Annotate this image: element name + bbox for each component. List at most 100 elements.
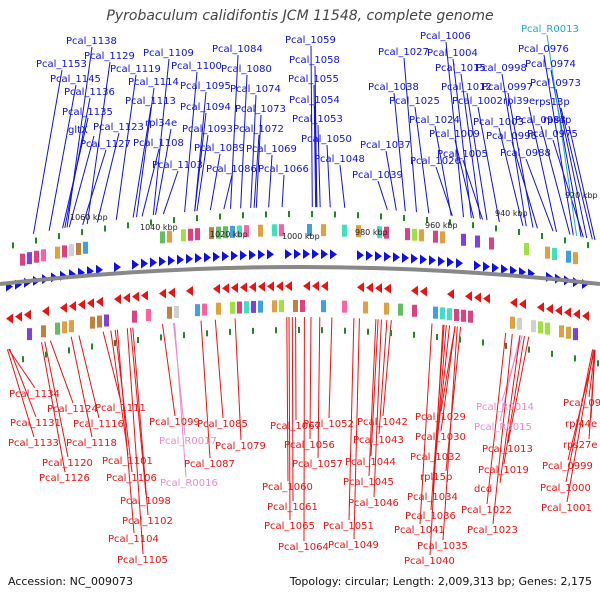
leader-line: [162, 170, 179, 215]
leader-line: [240, 74, 248, 209]
leader-line: [8, 348, 36, 389]
gene-label-pcal_1050: Pcal_1050: [301, 134, 352, 145]
cog-block-forward: [167, 230, 172, 243]
gene-label-pcal_1069: Pcal_1069: [246, 144, 297, 155]
tick-mark: [551, 350, 553, 357]
cog-block-forward: [377, 226, 382, 239]
leader-line: [460, 73, 481, 220]
leader-line: [32, 69, 63, 234]
leader-line: [507, 336, 530, 444]
leader-line: [314, 105, 318, 208]
gene-label-pcal_r0013: Pcal_R0013: [521, 24, 579, 35]
leader-line: [48, 84, 77, 231]
gene-label-pcal_1058: Pcal_1058: [289, 55, 340, 66]
tick-mark: [68, 347, 70, 354]
gene-label-pcal_1138: Pcal_1138: [66, 36, 117, 47]
reverse-gene-arrow: [582, 311, 589, 322]
reverse-gene-arrow: [537, 302, 544, 313]
leader-line: [348, 318, 355, 521]
reverse-gene-arrow: [546, 303, 553, 314]
kbp-scale: 1060 kbp 1040 kbp 1020 kbp 1000 kbp 980 kbp 9…: [70, 191, 598, 241]
leader-line: [78, 335, 100, 419]
leader-line: [499, 335, 521, 422]
leader-line: [174, 322, 187, 478]
gene-label-pcal_1153: Pcal_1153: [36, 59, 87, 70]
gene-label-pcal_0974: Pcal_0974: [525, 59, 576, 70]
tick-mark: [104, 225, 106, 232]
cog-block-reverse: [97, 315, 102, 328]
leader-line: [326, 144, 331, 208]
cog-block-forward: [419, 229, 424, 242]
gene-label-pcal_1022: Pcal_1022: [461, 505, 512, 516]
reverse-gene-arrow: [366, 282, 373, 293]
reverse-gene-arrow: [123, 292, 130, 303]
reverse-gene-arrow: [384, 283, 391, 294]
tick-mark: [127, 222, 129, 229]
gene-label-pcal_1038: Pcal_1038: [368, 82, 419, 93]
gene-label-rpl34e: rpl34e: [145, 118, 177, 129]
leader-line: [432, 325, 447, 492]
kbp-tick-label: 940 kbp: [495, 209, 528, 218]
gene-label-pcal_1048: Pcal_1048: [314, 154, 365, 165]
reverse-gene-arrow: [465, 291, 472, 302]
leader-line: [503, 335, 525, 465]
gene-label-pcal_1116: Pcal_1116: [73, 419, 124, 430]
tick-mark: [426, 216, 428, 223]
tick-mark: [344, 327, 346, 334]
cog-block-reverse: [468, 310, 473, 323]
cog-block-forward: [461, 233, 466, 246]
leader-line: [9, 348, 37, 418]
forward-gene-arrow: [231, 250, 238, 261]
cog-block-reverse: [321, 300, 326, 313]
gene-label-pcal_0988: Pcal_0988: [500, 148, 551, 159]
leader-line: [313, 84, 317, 208]
gene-label-pcal_1024: Pcal_1024: [409, 115, 460, 126]
forward-gene-arrow: [285, 249, 292, 260]
cog-block-reverse: [279, 300, 284, 313]
gene-label-pcal_1124: Pcal_1124: [47, 404, 98, 415]
leader-line: [393, 92, 406, 212]
reverse-gene-arrow: [114, 294, 121, 305]
forward-gene-arrow: [240, 250, 247, 261]
leader-line: [96, 132, 120, 223]
cog-block-forward: [405, 228, 410, 241]
gene-label-pcal_1108: Pcal_1108: [133, 138, 184, 149]
tick-mark: [22, 356, 24, 363]
cog-block-forward: [41, 249, 46, 262]
reverse-gene-arrow: [375, 283, 382, 294]
cog-block-forward: [321, 224, 326, 237]
tick-mark: [334, 211, 336, 218]
gene-label-pcal_0975: Pcal_0975: [527, 129, 578, 140]
reverse-gene-arrow: [276, 281, 283, 292]
tick-mark: [173, 217, 175, 224]
cog-block-forward: [230, 225, 235, 238]
leader-line: [214, 319, 224, 419]
gene-label-pcal_1039: Pcal_1039: [352, 170, 403, 181]
leader-line: [132, 327, 149, 516]
leader-line: [253, 134, 260, 208]
gene-label-pcal_1136: Pcal_1136: [64, 87, 115, 98]
gene-label-pcal_1044: Pcal_1044: [345, 457, 396, 468]
leader-line: [250, 94, 257, 208]
gene-label-rpl15p: rpl15p: [420, 472, 452, 483]
gene-label-pcal_r0014: Pcal_R0014: [476, 402, 534, 413]
gene-label-pcal_1085: Pcal_1085: [197, 419, 248, 430]
gene-label-pcal_1040: Pcal_1040: [404, 556, 455, 567]
leader-line: [6, 349, 35, 438]
leader-line: [435, 166, 453, 216]
cog-block-reverse: [573, 328, 578, 341]
gene-label-pcal_1145: Pcal_1145: [50, 74, 101, 85]
leader-line: [414, 106, 430, 214]
cog-block-reverse: [342, 300, 347, 313]
reverse-gene-arrow: [303, 281, 310, 292]
leader-line: [499, 335, 521, 484]
cog-block-reverse: [559, 325, 564, 338]
gene-label-pcal_1026: Pcal_1026: [410, 156, 461, 167]
gene-label-pcal_0973: Pcal_0973: [530, 78, 581, 89]
forward-gene-arrow: [222, 251, 229, 262]
cog-block-reverse: [538, 321, 543, 334]
forward-gene-arrow: [456, 258, 463, 269]
leader-line: [588, 349, 596, 440]
leader-line: [155, 128, 172, 215]
leader-line: [452, 58, 472, 219]
